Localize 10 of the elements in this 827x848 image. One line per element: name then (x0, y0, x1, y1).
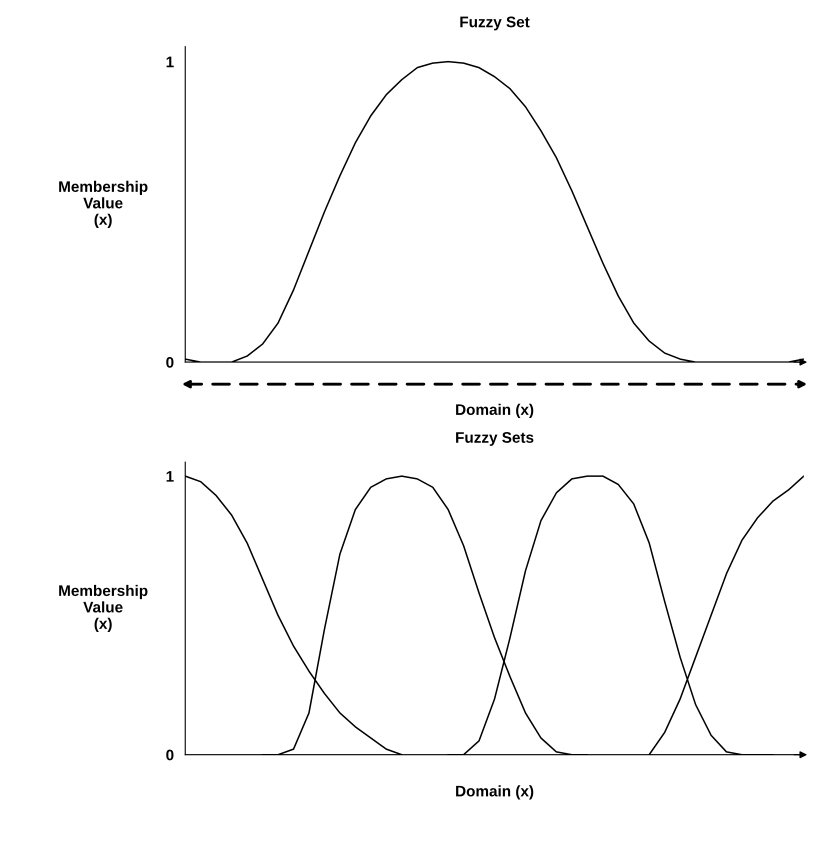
chart-title: Fuzzy Sets (456, 432, 534, 446)
y-axis-title: Membership Value (x) (59, 584, 148, 632)
y-axis-title: Membership Value (x) (59, 180, 148, 228)
chart-title: Fuzzy Set (460, 16, 530, 30)
y-tick-label: 1 (166, 56, 174, 68)
y-tick-label: 0 (166, 356, 174, 368)
y-tick-label: 0 (166, 750, 174, 760)
x-axis-title: Domain (x) (456, 785, 534, 800)
x-axis-title: Domain (x) (456, 404, 534, 418)
y-tick-label: 1 (166, 471, 174, 482)
